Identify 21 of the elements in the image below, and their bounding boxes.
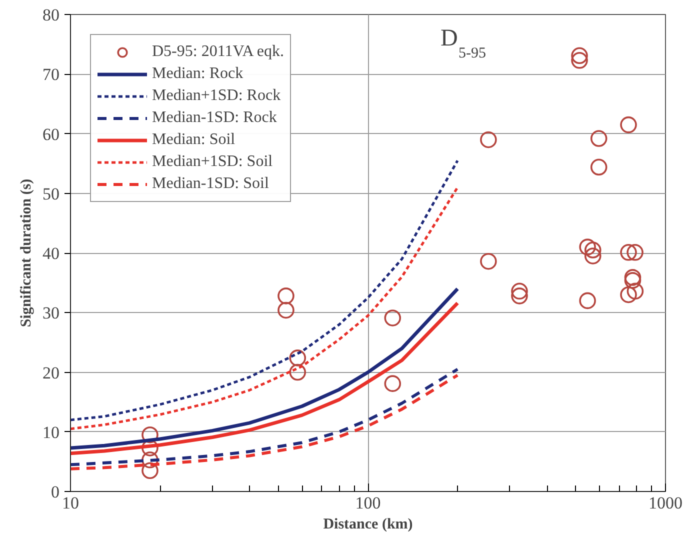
y-tick-label: 80 (42, 6, 60, 24)
legend-label: Median-1SD: Rock (152, 108, 277, 128)
x-tick-label: 1000 (648, 494, 682, 512)
y-tick-label: 50 (42, 184, 60, 204)
y-tick-label: 20 (42, 363, 60, 382)
x-tick-label: 10 (62, 494, 79, 512)
legend-label: D5-95: 2011VA eqk. (152, 42, 284, 62)
legend-label: Median-1SD: Soil (152, 174, 269, 194)
y-tick-label: 30 (42, 304, 60, 323)
y-tick-label: 60 (42, 124, 60, 144)
legend-label: Median+1SD: Soil (152, 152, 273, 172)
y-axis-title: Significant duration (s) (18, 178, 34, 328)
legend-label: Median+1SD: Rock (152, 86, 281, 106)
y-tick-label: 70 (42, 65, 60, 84)
x-tick-label: 100 (355, 494, 381, 512)
y-tick-label: 40 (42, 244, 60, 263)
x-axis-title: Distance (km) (323, 516, 413, 532)
y-tick-label: 0 (51, 482, 60, 502)
y-tick-label: 10 (42, 422, 60, 442)
legend-label: Median: Rock (152, 64, 244, 84)
legend-label: Median: Soil (152, 130, 236, 150)
